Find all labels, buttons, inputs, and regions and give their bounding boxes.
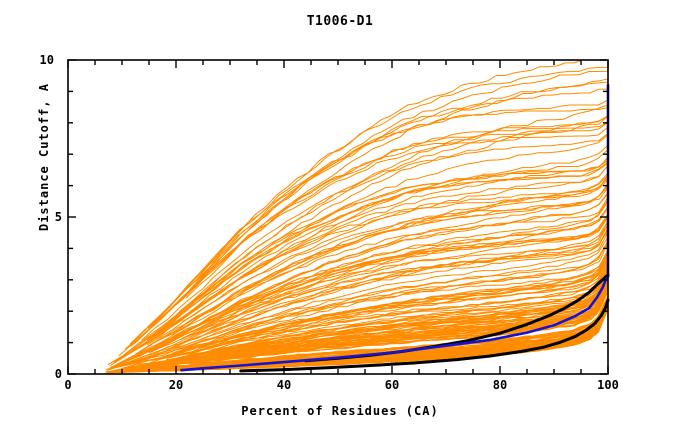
x-tick-label: 40 — [276, 378, 292, 392]
reference-curves — [180, 83, 610, 373]
x-tick-label: 60 — [384, 378, 400, 392]
y-tick-label: 5 — [54, 210, 62, 224]
x-tick-label: 20 — [168, 378, 184, 392]
x-tick-label: 100 — [597, 378, 619, 392]
chart-title: T1006-D1 — [306, 14, 374, 29]
axes-frame — [67, 59, 609, 375]
prediction-curves — [105, 59, 609, 374]
y-tick-label: 0 — [54, 367, 62, 381]
x-tick-label: 0 — [64, 378, 72, 392]
x-axis-label: Percent of Residues (CA) — [241, 404, 439, 418]
y-tick-label: 10 — [39, 53, 54, 67]
x-tick-label: 80 — [492, 378, 508, 392]
